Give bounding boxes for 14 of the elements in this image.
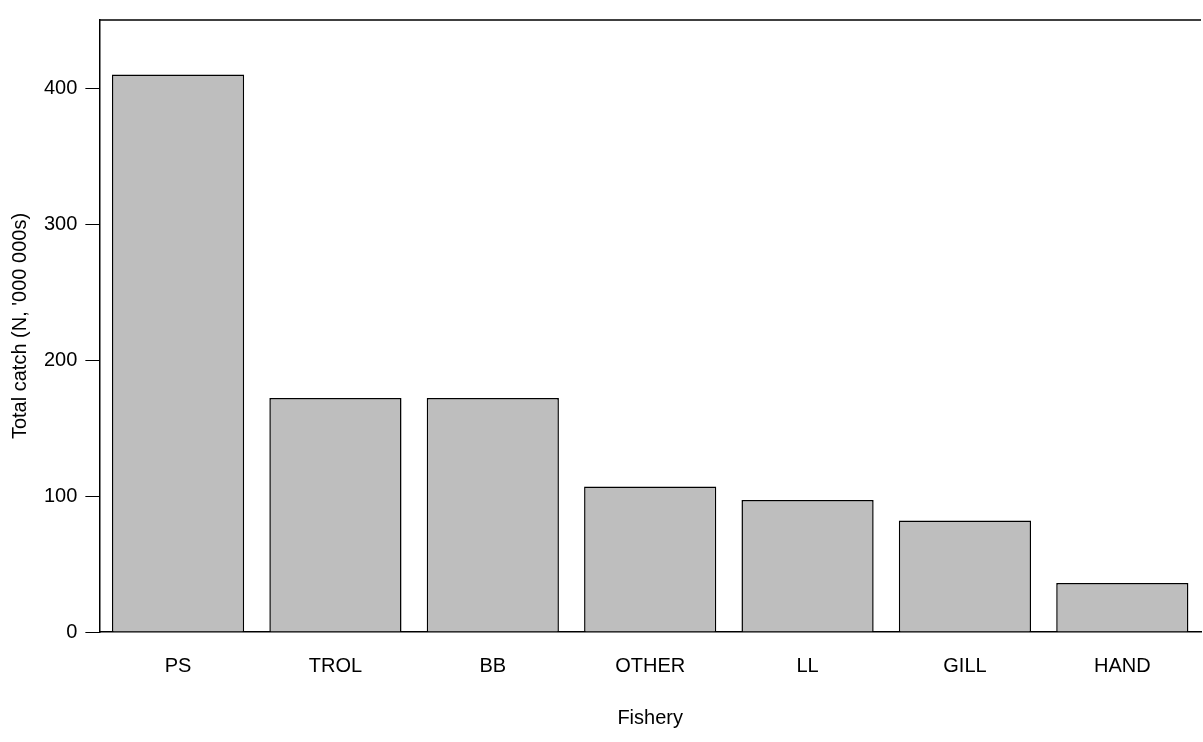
x-tick-label: HAND [1093, 653, 1151, 676]
y-tick-label: 100 [43, 483, 78, 506]
y-tick-label: 400 [43, 75, 78, 98]
y-tick-label: 300 [43, 211, 78, 234]
y-axis-title: Total catch (N, '000 000s) [7, 212, 30, 440]
x-tick-label: PS [164, 653, 192, 676]
x-tick-label: LL [796, 653, 819, 676]
x-tick-label: TROL [308, 653, 363, 676]
x-tick-label: GILL [943, 653, 987, 676]
y-tick-label: 200 [43, 347, 78, 370]
x-axis-title: Fishery [617, 705, 683, 728]
y-tick-label: 0 [66, 619, 78, 642]
x-tick-label: OTHER [615, 653, 686, 676]
x-tick-label: BB [479, 653, 507, 676]
